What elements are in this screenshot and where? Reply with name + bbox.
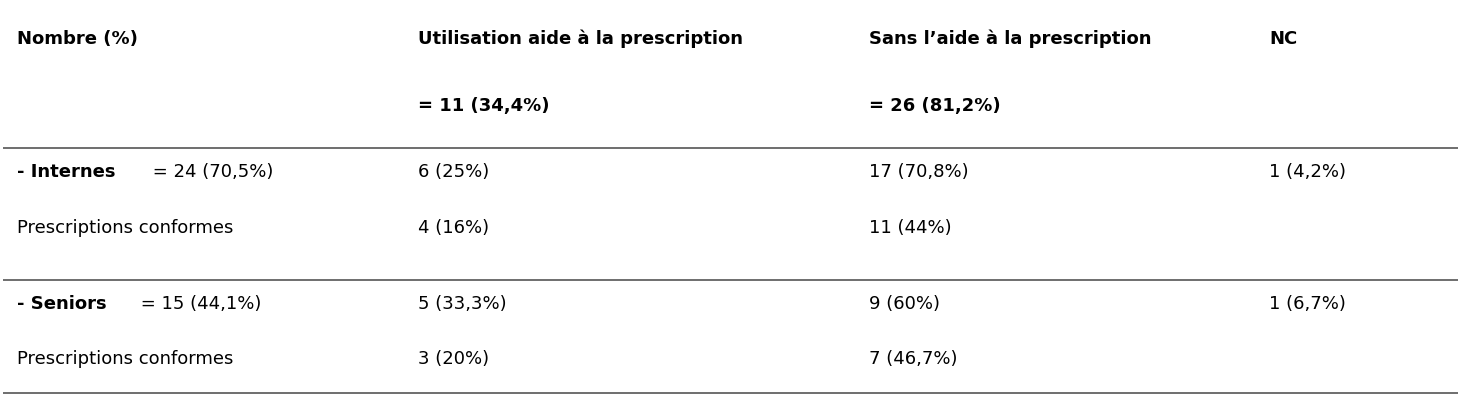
Text: 17 (70,8%): 17 (70,8%) [869,163,969,181]
Text: NC: NC [1270,29,1297,48]
Text: Nombre (%): Nombre (%) [18,29,139,48]
Text: 9 (60%): 9 (60%) [869,295,939,313]
Text: Utilisation aide à la prescription: Utilisation aide à la prescription [418,29,742,48]
Text: Prescriptions conformes: Prescriptions conformes [18,350,234,368]
Text: 5 (33,3%): 5 (33,3%) [418,295,506,313]
Text: 6 (25%): 6 (25%) [418,163,489,181]
Text: 3 (20%): 3 (20%) [418,350,488,368]
Text: = 24 (70,5%): = 24 (70,5%) [148,163,273,181]
Text: - Internes: - Internes [18,163,115,181]
Text: Sans l’aide à la prescription: Sans l’aide à la prescription [869,29,1151,48]
Text: 1 (4,2%): 1 (4,2%) [1270,163,1346,181]
Text: = 11 (34,4%): = 11 (34,4%) [418,97,549,116]
Text: 1 (6,7%): 1 (6,7%) [1270,295,1346,313]
Text: = 15 (44,1%): = 15 (44,1%) [136,295,262,313]
Text: 11 (44%): 11 (44%) [869,219,951,237]
Text: 7 (46,7%): 7 (46,7%) [869,350,957,368]
Text: = 26 (81,2%): = 26 (81,2%) [869,97,1001,116]
Text: - Seniors: - Seniors [18,295,107,313]
Text: Prescriptions conformes: Prescriptions conformes [18,219,234,237]
Text: 4 (16%): 4 (16%) [418,219,488,237]
